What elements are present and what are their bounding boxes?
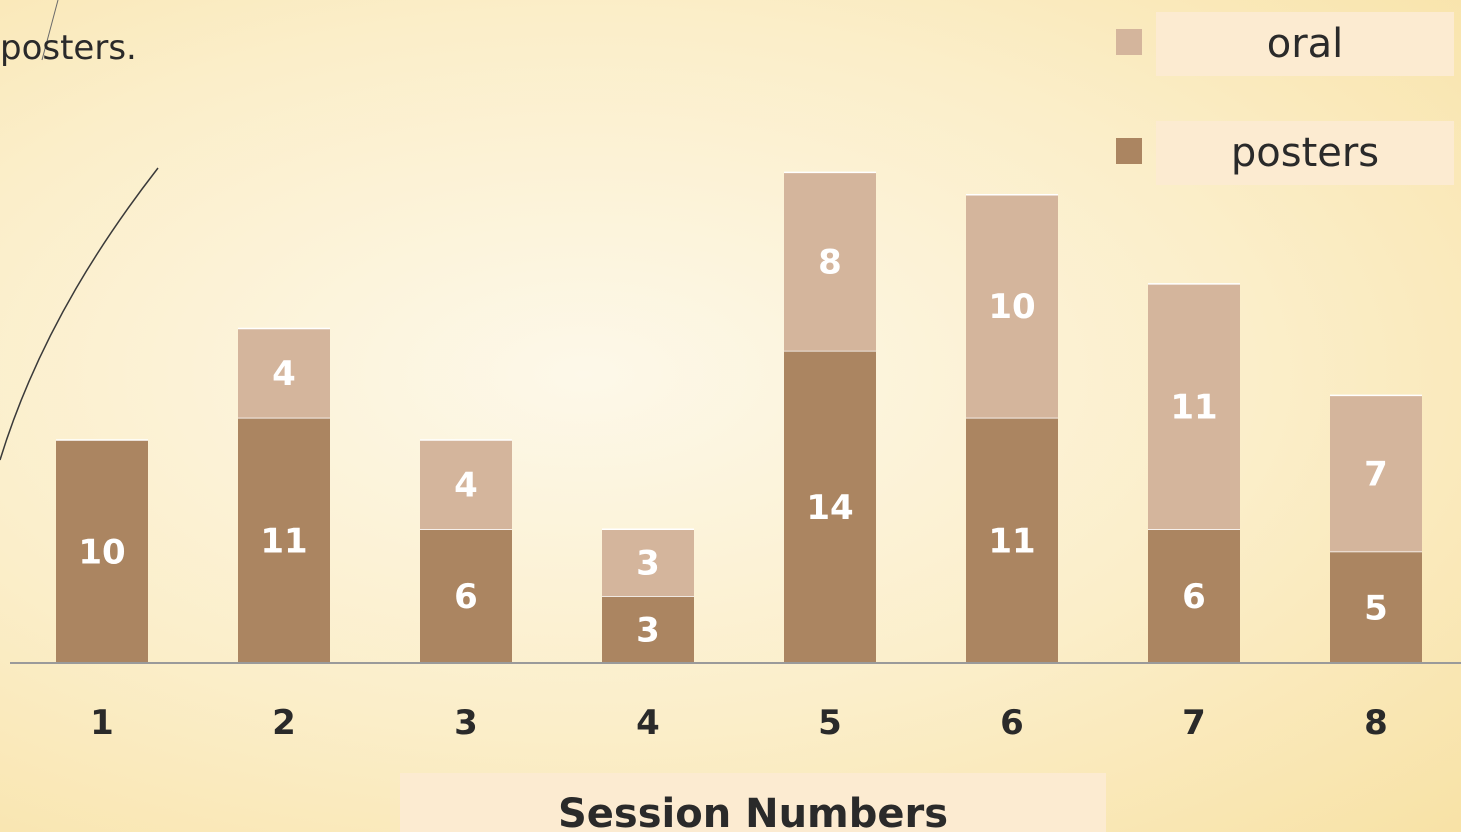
bar-posters-session-6: [966, 417, 1058, 663]
bar-posters-session-7: [1148, 529, 1240, 663]
x-tick-label-8: 8: [1364, 703, 1388, 743]
data-label-posters-session-8: 5: [1364, 588, 1388, 628]
data-label-posters-session-7: 6: [1182, 577, 1206, 617]
legend-label-box-oral: oral: [1156, 12, 1454, 76]
bar-oral-session-4: [602, 529, 694, 597]
bar-posters-session-4: [602, 596, 694, 663]
legend-label-posters: posters: [1230, 130, 1380, 176]
data-label-posters-session-6: 11: [988, 521, 1035, 561]
data-label-oral-session-8: 7: [1364, 454, 1388, 494]
x-tick-label-4: 4: [636, 703, 660, 743]
data-label-posters-session-5: 14: [806, 488, 853, 528]
data-label-oral-session-7: 11: [1170, 388, 1217, 428]
legend-swatch-oral: [1116, 29, 1142, 55]
bar-oral-session-5: [784, 172, 876, 351]
bar-oral-session-8: [1330, 395, 1422, 552]
x-tick-label-6: 6: [1000, 703, 1024, 743]
bar-oral-session-2: [238, 328, 330, 418]
bar-posters-session-3: [420, 529, 512, 663]
slide-caption: posters.: [0, 28, 137, 68]
data-label-oral-session-6: 10: [988, 287, 1035, 327]
data-label-oral-session-4: 3: [636, 544, 660, 584]
bar-oral-session-7: [1148, 283, 1240, 530]
x-tick-label-5: 5: [818, 703, 842, 743]
data-label-posters-session-3: 6: [454, 577, 478, 617]
data-label-posters-session-4: 3: [636, 611, 660, 651]
legend-swatch-posters: [1116, 138, 1142, 164]
bar-posters-session-5: [784, 350, 876, 663]
data-label-posters-session-1: 10: [78, 533, 125, 573]
data-label-posters-session-2: 11: [260, 521, 307, 561]
data-label-oral-session-3: 4: [454, 466, 478, 506]
x-tick-label-2: 2: [272, 703, 296, 743]
x-tick-label-7: 7: [1182, 703, 1206, 743]
x-tick-label-3: 3: [454, 703, 478, 743]
bar-posters-session-1: [56, 440, 148, 663]
bar-posters-session-8: [1330, 551, 1422, 663]
bar-oral-session-3: [420, 440, 512, 530]
x-tick-label-1: 1: [90, 703, 114, 743]
legend-label-oral: oral: [1266, 21, 1344, 67]
x-tick-labels: 1 2 3 4 5 6 7 8: [90, 703, 1388, 743]
bars-layer: 10 11 4 6 4 3 3 14 8 11 10 6 11 5 7: [56, 171, 1422, 663]
legend-label-box-posters: posters: [1156, 121, 1454, 185]
bar-posters-session-2: [238, 417, 330, 663]
data-label-oral-session-5: 8: [818, 243, 842, 283]
x-axis-title: Session Numbers: [400, 773, 1106, 832]
legend-item-posters: posters: [1116, 121, 1456, 185]
data-label-oral-session-2: 4: [272, 354, 296, 394]
bar-oral-session-6: [966, 194, 1058, 418]
legend-item-oral: oral: [1116, 12, 1456, 76]
